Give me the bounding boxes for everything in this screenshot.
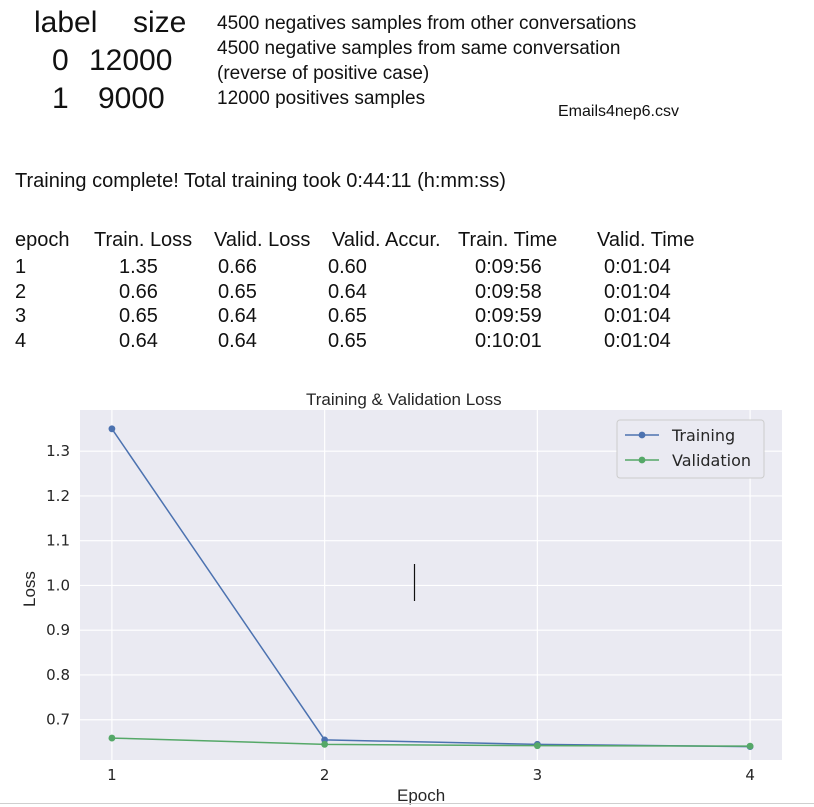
table-cell: 0.65 bbox=[119, 305, 158, 327]
legend-entry: Training bbox=[671, 426, 735, 445]
loss-line-chart: 1 2 3 4 0.7 0.8 0.9 1.0 1.1 1.2 1.3 Training Valida… bbox=[46, 410, 782, 784]
col-header-valid-time: Valid. Time bbox=[597, 229, 695, 251]
y-tick-label: 1.2 bbox=[46, 487, 70, 505]
data-point bbox=[746, 742, 754, 750]
table-cell: 1.35 bbox=[119, 256, 158, 278]
x-tick-label: 3 bbox=[533, 766, 543, 784]
table-cell: 0:10:01 bbox=[475, 330, 542, 352]
y-tick-label: 1.1 bbox=[46, 532, 70, 550]
data-point bbox=[321, 740, 329, 748]
table-cell: 0.66 bbox=[119, 281, 158, 303]
table-cell: 0.64 bbox=[328, 281, 367, 303]
data-point bbox=[533, 742, 541, 750]
note-line: 4500 negative samples from same conversa… bbox=[217, 38, 621, 59]
x-axis-title: Epoch bbox=[397, 786, 446, 805]
chart-title: Training & Validation Loss bbox=[306, 390, 502, 409]
table-cell: 0.60 bbox=[328, 256, 367, 278]
table-cell: 1 bbox=[15, 256, 27, 278]
legend-swatch-marker bbox=[638, 431, 646, 439]
y-tick-label: 0.9 bbox=[46, 621, 70, 639]
axis-ticks: 1 2 3 4 0.7 0.8 0.9 1.0 1.1 1.2 1.3 bbox=[46, 442, 755, 784]
y-tick-label: 0.8 bbox=[46, 666, 70, 684]
table-cell: 0:01:04 bbox=[604, 330, 671, 352]
table-cell: 0.65 bbox=[218, 281, 257, 303]
y-tick-label: 0.7 bbox=[46, 711, 70, 729]
table-cell: 0.64 bbox=[218, 305, 257, 327]
sample-notes: 4500 negatives samples from other conver… bbox=[217, 11, 636, 111]
summary-row-label: 0 bbox=[52, 44, 69, 77]
table-cell: 0.65 bbox=[328, 330, 367, 352]
note-line: 4500 negatives samples from other conver… bbox=[217, 13, 637, 34]
table-cell: 3 bbox=[15, 305, 27, 327]
table-cell: 2 bbox=[15, 281, 27, 303]
table-cell: 0:09:58 bbox=[475, 281, 542, 303]
table-cell: 0:01:04 bbox=[604, 305, 671, 327]
legend-swatch-marker bbox=[638, 456, 646, 464]
table-cell: 0.64 bbox=[218, 330, 257, 352]
table-cell: 0:09:59 bbox=[475, 305, 542, 327]
y-tick-label: 1.3 bbox=[46, 442, 70, 460]
series-lines bbox=[108, 425, 754, 750]
x-tick-label: 1 bbox=[107, 766, 117, 784]
col-header-train-loss: Train. Loss bbox=[94, 229, 193, 251]
summary-row-size: 12000 bbox=[89, 44, 173, 77]
x-tick-label: 2 bbox=[320, 766, 330, 784]
data-point bbox=[108, 734, 116, 742]
note-line: 12000 positives samples bbox=[217, 88, 426, 109]
summary-header-size: size bbox=[133, 6, 187, 39]
table-cell: 0.66 bbox=[218, 256, 257, 278]
table-cell: 0:01:04 bbox=[604, 256, 671, 278]
series-line bbox=[111, 737, 751, 747]
summary-row-size: 9000 bbox=[98, 82, 165, 115]
col-header-train-time: Train. Time bbox=[458, 229, 558, 251]
table-cell: 0:01:04 bbox=[604, 281, 671, 303]
x-tick-label: 4 bbox=[745, 766, 755, 784]
table-cell: 4 bbox=[15, 330, 27, 352]
chart-legend: Training Validation bbox=[616, 419, 765, 479]
table-cell: 0.64 bbox=[119, 330, 158, 352]
training-complete-message: Training complete! Total training took 0… bbox=[15, 170, 506, 192]
summary-header-label: label bbox=[34, 6, 98, 39]
col-header-valid-accur: Valid. Accur. bbox=[332, 229, 441, 251]
note-line: (reverse of positive case) bbox=[217, 63, 430, 84]
data-point bbox=[108, 425, 116, 433]
y-axis-title: Loss bbox=[20, 571, 39, 607]
summary-row-label: 1 bbox=[52, 82, 69, 115]
legend-entry: Validation bbox=[672, 451, 751, 470]
y-tick-label: 1.0 bbox=[46, 576, 70, 594]
divider bbox=[0, 803, 814, 804]
col-header-epoch: epoch bbox=[15, 229, 70, 251]
table-cell: 0:09:56 bbox=[475, 256, 542, 278]
table-cell: 0.65 bbox=[328, 305, 367, 327]
csv-filename: Emails4nep6.csv bbox=[558, 103, 679, 120]
col-header-valid-loss: Valid. Loss bbox=[214, 229, 311, 251]
